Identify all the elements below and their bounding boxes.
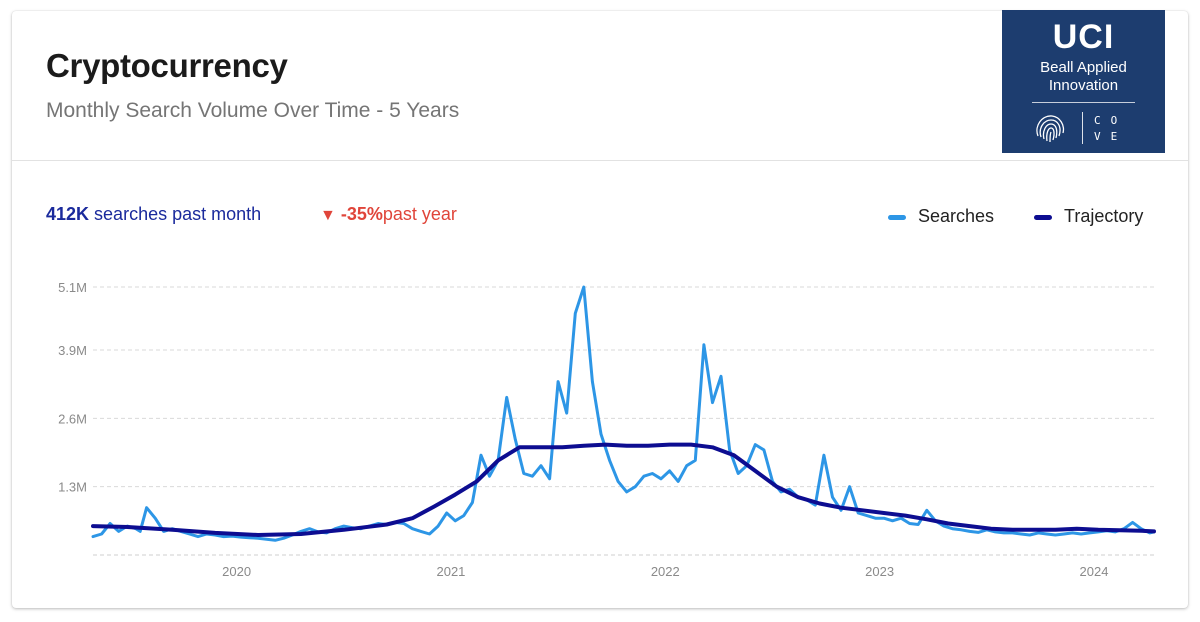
legend-label: Trajectory xyxy=(1064,206,1144,226)
logo-main-text: UCI xyxy=(1052,18,1115,56)
header-divider xyxy=(12,160,1188,161)
uci-logo: UCI Beall Applied Innovation CO VE xyxy=(1002,10,1165,153)
yearly-change-stat: ▼ -35%past year xyxy=(320,204,457,225)
y-tick-label: 5.1M xyxy=(58,280,87,295)
legend-swatch-trajectory xyxy=(1034,215,1052,220)
legend-swatch-searches xyxy=(888,215,906,220)
page-title: Cryptocurrency xyxy=(46,47,288,84)
x-tick-label: 2021 xyxy=(436,564,465,579)
logo-divider xyxy=(1032,102,1135,103)
y-tick-label: 1.3M xyxy=(58,480,87,495)
logo-line2: Innovation xyxy=(1048,77,1119,94)
search-volume-chart: 1.3M 2.6M 3.9M 5.1M 2020 2021 2022 2023 2024 xyxy=(58,280,1156,579)
logo-vertical-divider xyxy=(1082,112,1083,144)
cove-letter: V xyxy=(1094,130,1111,143)
monthly-searches-stat: 412K searches past month xyxy=(46,204,261,225)
x-tick-label: 2022 xyxy=(651,564,680,579)
card-header: Cryptocurrency Monthly Search Volume Ove… xyxy=(12,10,1188,161)
page-subtitle: Monthly Search Volume Over Time - 5 Year… xyxy=(46,99,460,122)
fingerprint-icon xyxy=(1036,115,1065,143)
yearly-change-value: -35% xyxy=(340,204,383,224)
monthly-searches-value: 412K xyxy=(46,204,90,224)
logo-line1: Beall Applied xyxy=(1040,59,1127,76)
down-triangle-icon: ▼ xyxy=(320,207,336,224)
chart-card: Cryptocurrency Monthly Search Volume Ove… xyxy=(12,10,1188,608)
cove-letter: C xyxy=(1094,114,1111,127)
x-tick-label: 2023 xyxy=(865,564,894,579)
x-tick-label: 2020 xyxy=(222,564,251,579)
yearly-change-label: past year xyxy=(382,204,457,224)
logo-cove-mark: CO VE xyxy=(1094,113,1134,145)
y-tick-label: 3.9M xyxy=(58,343,87,358)
series-line-trajectory xyxy=(91,442,1156,537)
legend-label: Searches xyxy=(918,206,995,226)
cove-letter: O xyxy=(1110,114,1128,127)
monthly-searches-label: searches past month xyxy=(94,204,262,224)
y-tick-label: 2.6M xyxy=(58,411,87,426)
cove-letter: E xyxy=(1110,130,1128,143)
x-tick-label: 2024 xyxy=(1080,564,1109,579)
series-line-searches xyxy=(91,285,1156,542)
